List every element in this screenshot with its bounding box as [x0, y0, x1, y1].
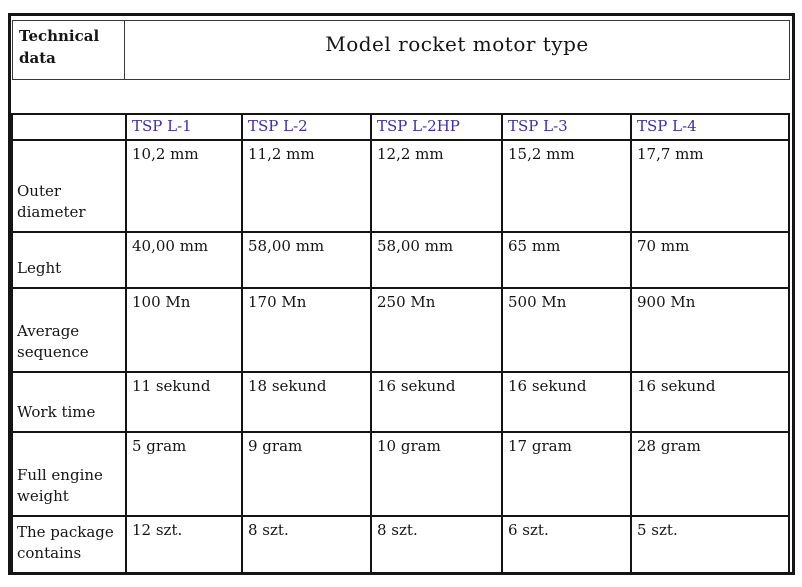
table-row-leght: Leght 40,00 mm 58,00 mm 58,00 mm 65 mm 7…	[11, 231, 790, 289]
spec-value: 12,2 mm	[370, 139, 503, 233]
spec-value: 17 gram	[501, 431, 632, 517]
spec-value: 500 Mn	[501, 287, 632, 373]
table-row-full-engine-weight: Full engine weight 5 gram 9 gram 10 gram…	[11, 431, 790, 517]
row-label: Leght	[11, 231, 127, 289]
spec-value: 15,2 mm	[501, 139, 632, 233]
table-top-header: Technical data Model rocket motor type	[12, 20, 790, 80]
motor-specs-grid: TSP L-1 TSP L-2 TSP L-2HP TSP L-3 TSP L-…	[11, 113, 790, 574]
spec-value: 8 szt.	[370, 515, 503, 574]
spec-value: 10 gram	[370, 431, 503, 517]
spec-value: 100 Mn	[125, 287, 243, 373]
spec-value: 5 gram	[125, 431, 243, 517]
column-header-tsp-l2hp: TSP L-2HP	[370, 113, 503, 141]
spec-value: 11,2 mm	[241, 139, 372, 233]
spec-value: 16 sekund	[370, 371, 503, 433]
column-header-row: TSP L-1 TSP L-2 TSP L-2HP TSP L-3 TSP L-…	[11, 113, 790, 141]
column-header-tsp-l4: TSP L-4	[630, 113, 790, 141]
spec-value: 16 sekund	[501, 371, 632, 433]
table-row-outer-diameter: Outer diameter 10,2 mm 11,2 mm 12,2 mm 1…	[11, 139, 790, 233]
table-title-cell: Model rocket motor type	[125, 20, 790, 80]
column-header-tsp-l1: TSP L-1	[125, 113, 243, 141]
spec-value: 12 szt.	[125, 515, 243, 574]
spec-value: 10,2 mm	[125, 139, 243, 233]
spec-value: 16 sekund	[630, 371, 790, 433]
column-header-tsp-l2: TSP L-2	[241, 113, 372, 141]
spec-value: 8 szt.	[241, 515, 372, 574]
table-row-package-contains: The package contains 12 szt. 8 szt. 8 sz…	[11, 515, 790, 574]
spec-value: 58,00 mm	[241, 231, 372, 289]
spec-value: 17,7 mm	[630, 139, 790, 233]
table-row-work-time: Work time 11 sekund 18 sekund 16 sekund …	[11, 371, 790, 433]
row-label: Work time	[11, 371, 127, 433]
spec-value: 5 szt.	[630, 515, 790, 574]
spec-value: 6 szt.	[501, 515, 632, 574]
spec-value: 58,00 mm	[370, 231, 503, 289]
row-label: Full engine weight	[11, 431, 127, 517]
spec-value: 170 Mn	[241, 287, 372, 373]
spec-value: 18 sekund	[241, 371, 372, 433]
row-label: The package contains	[11, 515, 127, 574]
column-header-tsp-l3: TSP L-3	[501, 113, 632, 141]
spec-value: 9 gram	[241, 431, 372, 517]
spec-value: 250 Mn	[370, 287, 503, 373]
spec-value: 28 gram	[630, 431, 790, 517]
corner-label-cell: Technical data	[12, 20, 125, 80]
spec-value: 65 mm	[501, 231, 632, 289]
spec-value: 11 sekund	[125, 371, 243, 433]
spec-value: 900 Mn	[630, 287, 790, 373]
table-row-average-sequence: Average sequence 100 Mn 170 Mn 250 Mn 50…	[11, 287, 790, 373]
row-label: Average sequence	[11, 287, 127, 373]
spec-value: 70 mm	[630, 231, 790, 289]
empty-corner-cell	[11, 113, 127, 141]
spec-value: 40,00 mm	[125, 231, 243, 289]
technical-data-table: Technical data Model rocket motor type T…	[8, 13, 795, 575]
row-label: Outer diameter	[11, 139, 127, 233]
